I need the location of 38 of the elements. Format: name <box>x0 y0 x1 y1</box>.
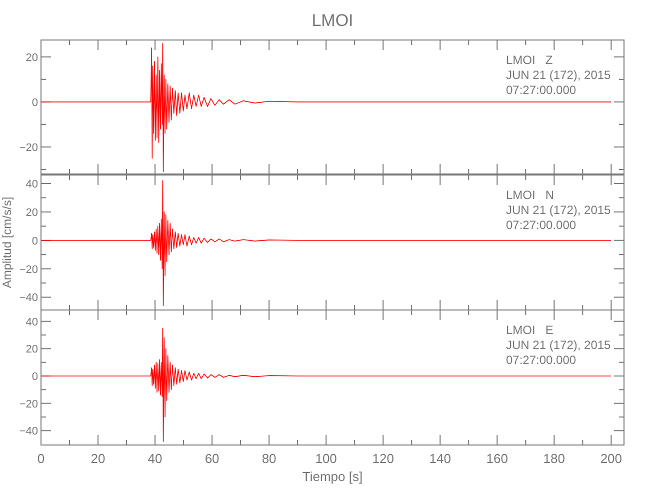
x-tick-label: 200 <box>600 451 622 466</box>
annotation: LMOI Z <box>506 53 553 67</box>
annotation: 07:27:00.000 <box>506 83 576 97</box>
annotation: 07:27:00.000 <box>506 218 576 232</box>
x-tick-label: 140 <box>429 451 451 466</box>
y-tick-label: 20 <box>26 344 38 356</box>
y-tick-label: 0 <box>32 96 38 109</box>
y-axis-title: Amplitud [cm/s/s] <box>0 196 14 288</box>
line-series <box>41 328 612 442</box>
y-tick-label: −40 <box>19 426 38 438</box>
line-series <box>41 42 612 172</box>
y-tick-label: 20 <box>26 206 38 219</box>
y-tick-label: 0 <box>32 370 38 383</box>
annotation: 07:27:00.000 <box>506 353 576 367</box>
annotation: LMOI E <box>506 323 554 337</box>
y-tick-label: 0 <box>32 235 38 248</box>
y-tick-label: 20 <box>26 52 38 64</box>
x-tick-label: 180 <box>543 451 566 466</box>
y-tick-label: −20 <box>19 398 38 410</box>
x-tick-label: 160 <box>486 451 508 466</box>
annotation: JUN 21 (172), 2015 <box>506 338 612 352</box>
x-tick-label: 60 <box>204 451 220 466</box>
annotation: LMOI N <box>506 188 554 202</box>
x-tick-label: 100 <box>315 451 337 466</box>
y-tick-label: −40 <box>19 292 38 304</box>
y-tick-label: 40 <box>26 178 38 191</box>
x-tick-label: 40 <box>148 451 162 466</box>
chart-title: LMOI <box>312 11 354 30</box>
line-series <box>41 180 612 306</box>
x-axis-title: Tiempo [s] <box>302 469 363 484</box>
annotation: JUN 21 (172), 2015 <box>506 203 612 217</box>
annotation: JUN 21 (172), 2015 <box>506 68 612 82</box>
y-tick-label: −20 <box>19 264 38 276</box>
y-tick-label: −20 <box>19 142 38 154</box>
y-tick-label: 40 <box>26 316 38 328</box>
x-tick-label: 80 <box>262 451 276 466</box>
x-tick-label: 120 <box>372 451 394 466</box>
x-tick-label: 20 <box>90 451 106 466</box>
